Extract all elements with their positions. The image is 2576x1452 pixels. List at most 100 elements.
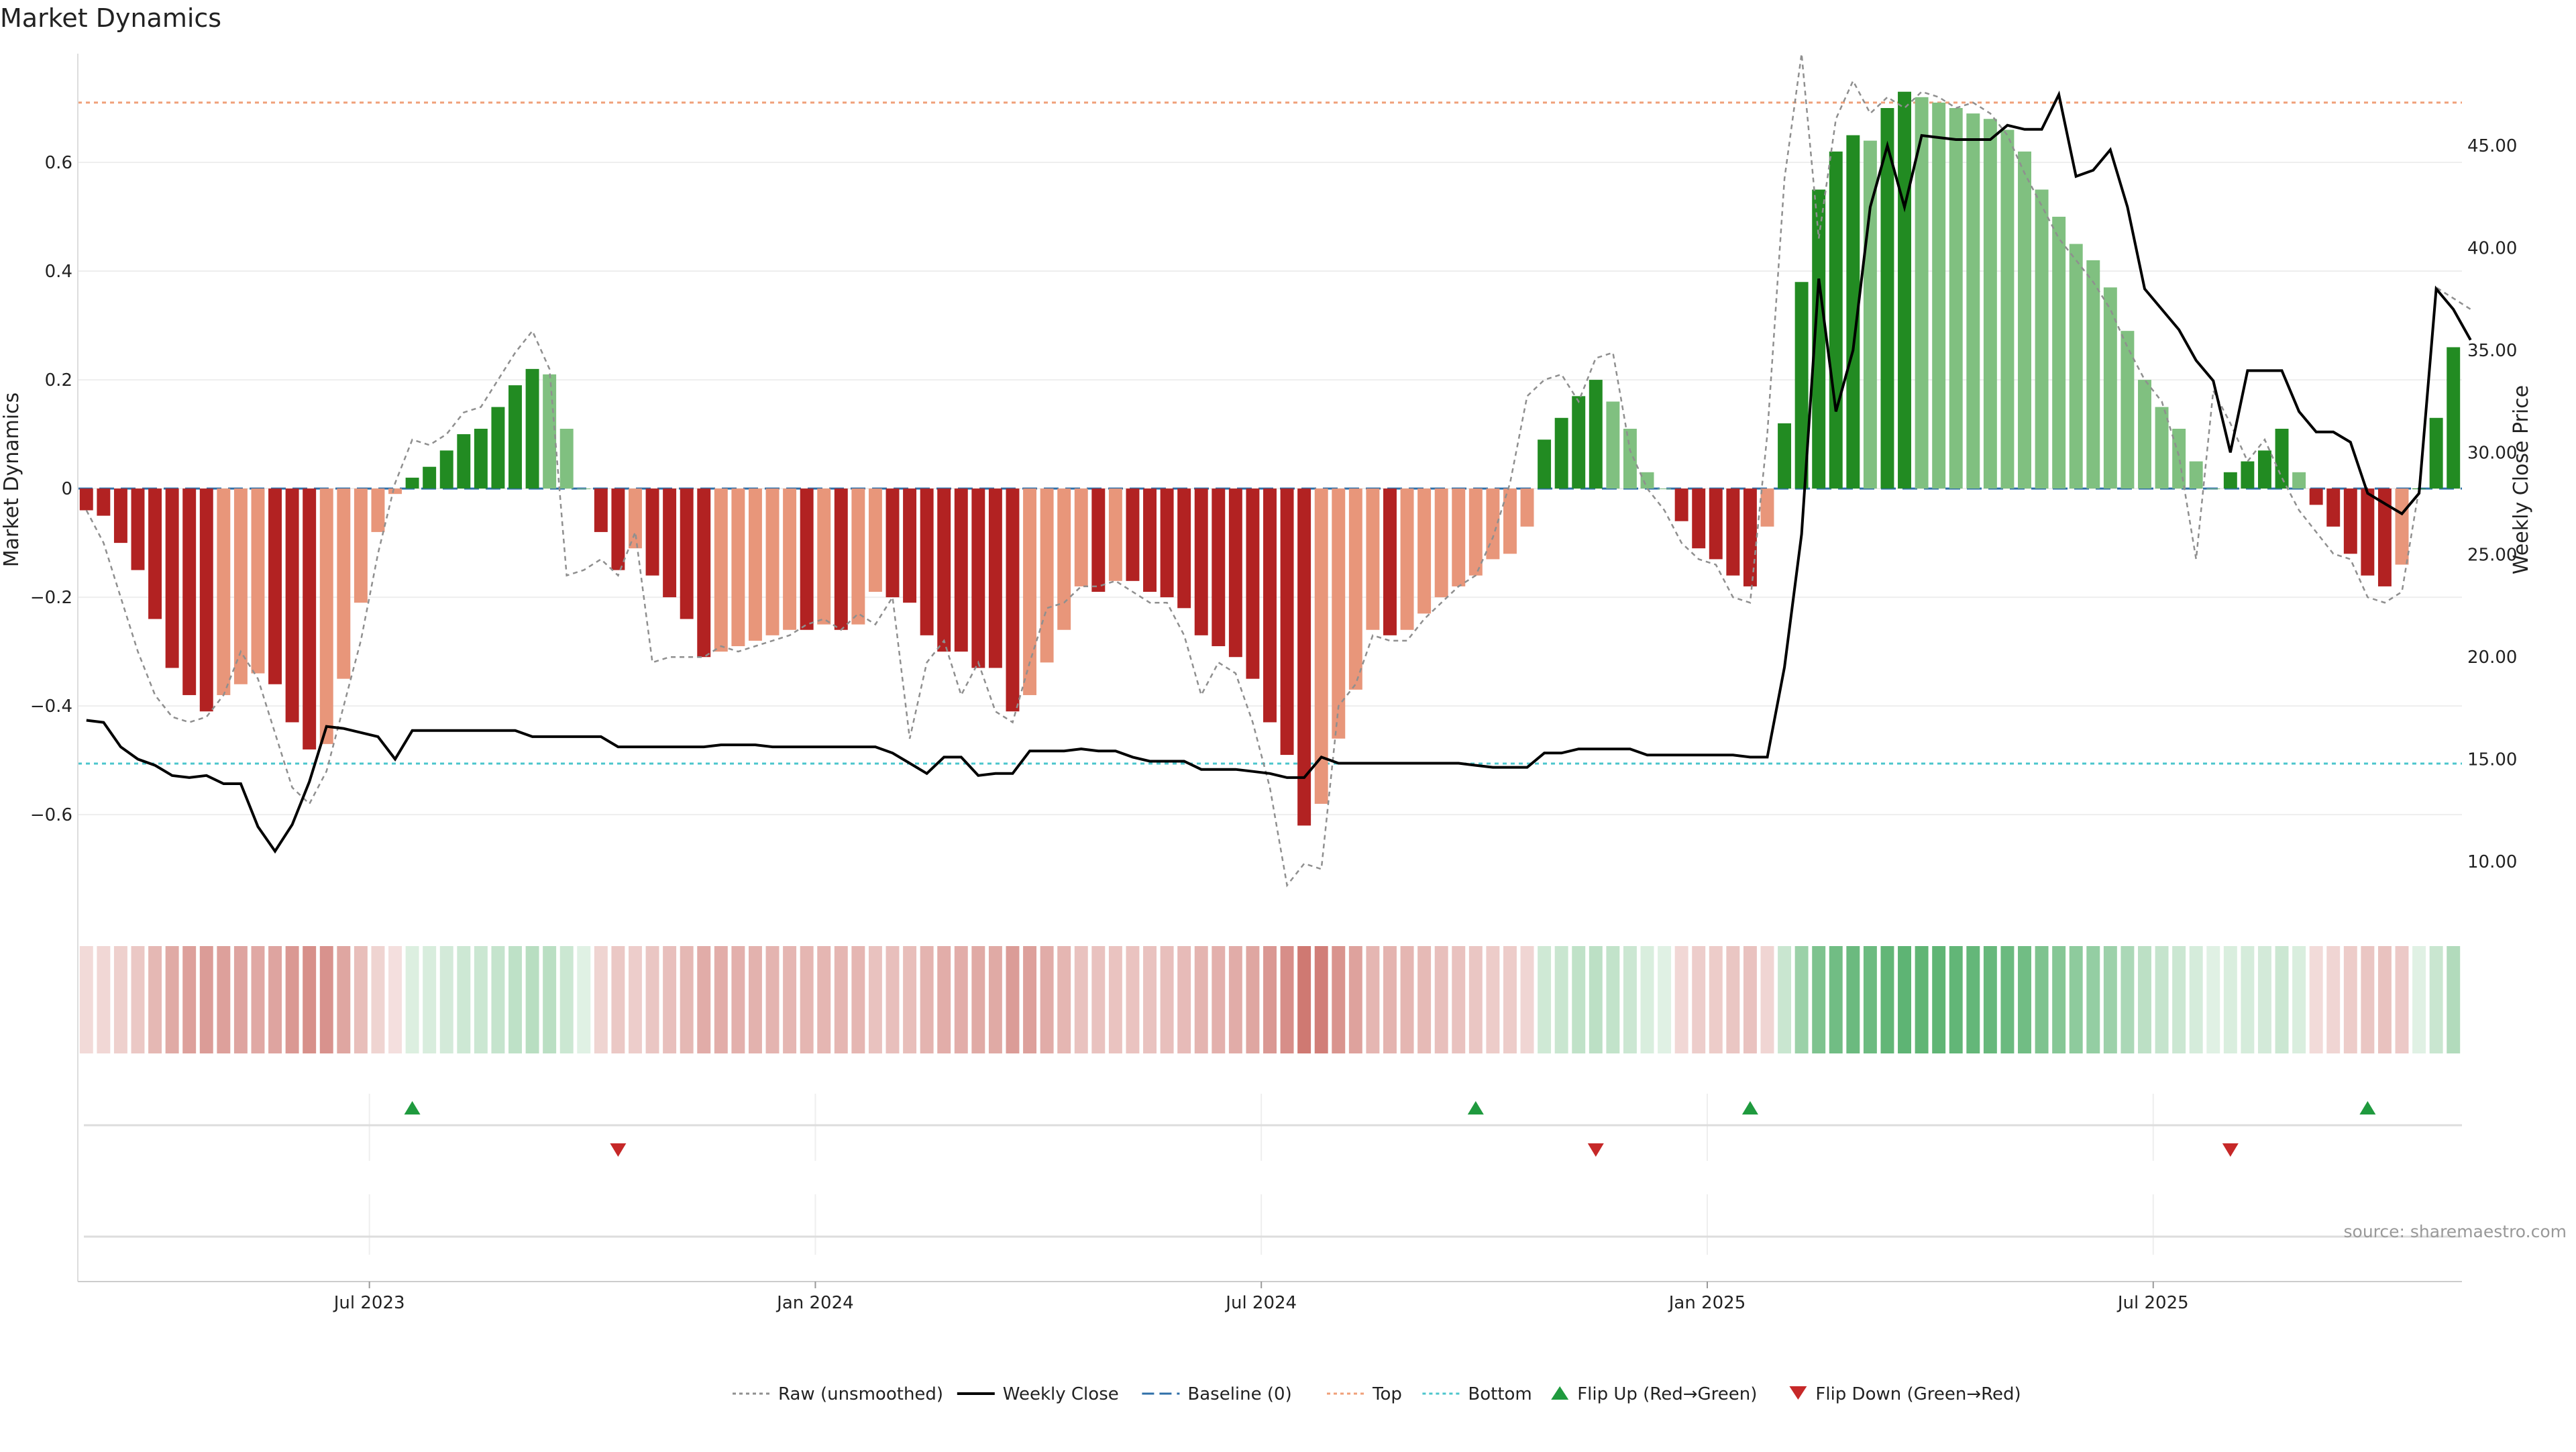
heat-cell xyxy=(1366,946,1380,1053)
market-dynamics-bar xyxy=(697,488,711,658)
lines-layer xyxy=(85,53,2472,888)
market-dynamics-bar xyxy=(1520,488,1534,527)
y-right-tick-label: 25.00 xyxy=(2467,546,2517,566)
heat-cell xyxy=(577,946,591,1053)
market-dynamics-bar xyxy=(1983,119,1997,489)
heat-cell xyxy=(1400,946,1414,1053)
market-dynamics-bar xyxy=(1108,488,1122,581)
legend: Raw (unsmoothed) Weekly Close Baseline (0)… xyxy=(733,1384,2021,1404)
market-dynamics-bar xyxy=(1760,488,1774,527)
market-dynamics-bar xyxy=(1898,91,1912,489)
heat-cell xyxy=(1863,946,1877,1053)
heat-cell xyxy=(1057,946,1071,1053)
market-dynamics-bar xyxy=(1228,488,1242,658)
heat-cell xyxy=(783,946,797,1053)
chart-title: Market Dynamics xyxy=(0,3,221,33)
market-dynamics-bar xyxy=(1366,488,1380,630)
heat-cell xyxy=(903,946,917,1053)
heat-cell xyxy=(1623,946,1637,1053)
legend-label: Flip Up (Red→Green) xyxy=(1577,1384,1757,1404)
market-dynamics-bar xyxy=(2361,488,2375,576)
heat-cell xyxy=(2377,946,2392,1053)
y-right-tick-label: 35.00 xyxy=(2467,341,2517,361)
x-tick-label: Jul 2024 xyxy=(1224,1293,1297,1313)
y-tick-label: −0.6 xyxy=(30,805,72,825)
market-dynamics-bar xyxy=(233,488,248,684)
heat-cell xyxy=(2429,946,2443,1053)
heat-cell xyxy=(354,946,368,1053)
heat-cell xyxy=(800,946,814,1053)
heat-cell xyxy=(1348,946,1362,1053)
market-dynamics-bar xyxy=(2018,151,2031,489)
heat-cell xyxy=(1280,946,1294,1053)
market-dynamics-bar xyxy=(1023,488,1037,695)
heat-cell xyxy=(1983,946,1997,1053)
flip-up-marker xyxy=(404,1101,421,1114)
flip-up-marker xyxy=(2359,1101,2376,1114)
market-dynamics-bar xyxy=(2206,488,2220,490)
legend-label: Raw (unsmoothed) xyxy=(778,1384,943,1404)
legend-label: Top xyxy=(1372,1384,1402,1404)
market-dynamics-bar xyxy=(148,488,162,619)
axes-layer: 0.6 0.4 0.2 0 −0.2 −0.4 −0.6 45.00 40.00 35.00 30.… xyxy=(30,54,2517,1282)
market-dynamics-bar xyxy=(817,488,831,625)
market-dynamics-bar xyxy=(1846,135,1860,489)
raw-unsmoothed-line xyxy=(85,53,2471,888)
heat-cell xyxy=(1846,946,1860,1053)
heat-cell xyxy=(1640,946,1654,1053)
market-dynamics-bar xyxy=(2309,488,2323,505)
market-dynamics-bar xyxy=(1057,488,1071,630)
x-tick-label: Jan 2024 xyxy=(775,1293,854,1313)
market-dynamics-bar xyxy=(851,488,865,625)
heat-cell xyxy=(1606,946,1620,1053)
market-dynamics-bar xyxy=(474,428,488,489)
heat-cell xyxy=(2035,946,2049,1053)
market-dynamics-bar xyxy=(1212,488,1226,647)
legend-swatch-flip-down xyxy=(1789,1386,1807,1400)
market-dynamics-bar xyxy=(1040,488,1054,663)
heat-cell xyxy=(1314,946,1328,1053)
heat-cell xyxy=(79,946,93,1053)
heat-cell xyxy=(1468,946,1483,1053)
market-dynamics-bar xyxy=(1434,488,1448,598)
heat-cell xyxy=(1915,946,1929,1053)
heat-cell xyxy=(851,946,865,1053)
heat-cell xyxy=(1091,946,1106,1053)
market-dynamics-bar xyxy=(2223,472,2237,489)
market-dynamics-bar xyxy=(1658,488,1672,490)
market-dynamics-bar xyxy=(371,488,385,532)
y-right-tick-label: 10.00 xyxy=(2467,852,2517,872)
heat-cell xyxy=(319,946,333,1053)
market-dynamics-bar xyxy=(2052,217,2066,489)
weekly-close-line xyxy=(86,90,2472,854)
market-dynamics-bar xyxy=(439,450,453,489)
market-dynamics-bar xyxy=(1674,488,1688,521)
flip-markers xyxy=(84,1101,2462,1238)
market-dynamics-bar xyxy=(577,488,591,490)
heat-cell xyxy=(1212,946,1226,1053)
heat-cell xyxy=(954,946,968,1053)
x-tick-label: Jul 2023 xyxy=(333,1293,405,1313)
market-dynamics-bar xyxy=(800,488,814,630)
legend-label: Bottom xyxy=(1468,1384,1532,1404)
legend-entry: Raw (unsmoothed) xyxy=(733,1384,943,1404)
heat-cell xyxy=(971,946,985,1053)
market-dynamics-bar xyxy=(1314,488,1328,804)
market-dynamics-bar xyxy=(1383,488,1397,635)
source-note: source: sharemaestro.com xyxy=(2344,1222,2567,1241)
heat-cell xyxy=(1228,946,1242,1053)
heat-cell xyxy=(217,946,231,1053)
market-dynamics-bar xyxy=(508,385,522,489)
market-dynamics-bar xyxy=(2155,407,2169,489)
market-dynamics-bar xyxy=(1726,488,1740,576)
heat-cell xyxy=(1743,946,1757,1053)
market-dynamics-bar xyxy=(1143,488,1157,592)
x-axis: Jul 2023 Jan 2024 Jul 2024 Jan 2025 Jul 2025 xyxy=(78,1281,2462,1313)
market-dynamics-bar xyxy=(2069,244,2083,489)
heat-cell xyxy=(817,946,831,1053)
market-dynamics-bar xyxy=(423,466,437,489)
heat-cell xyxy=(2275,946,2289,1053)
flip-up-marker xyxy=(1741,1101,1758,1114)
market-dynamics-bar xyxy=(645,488,659,576)
